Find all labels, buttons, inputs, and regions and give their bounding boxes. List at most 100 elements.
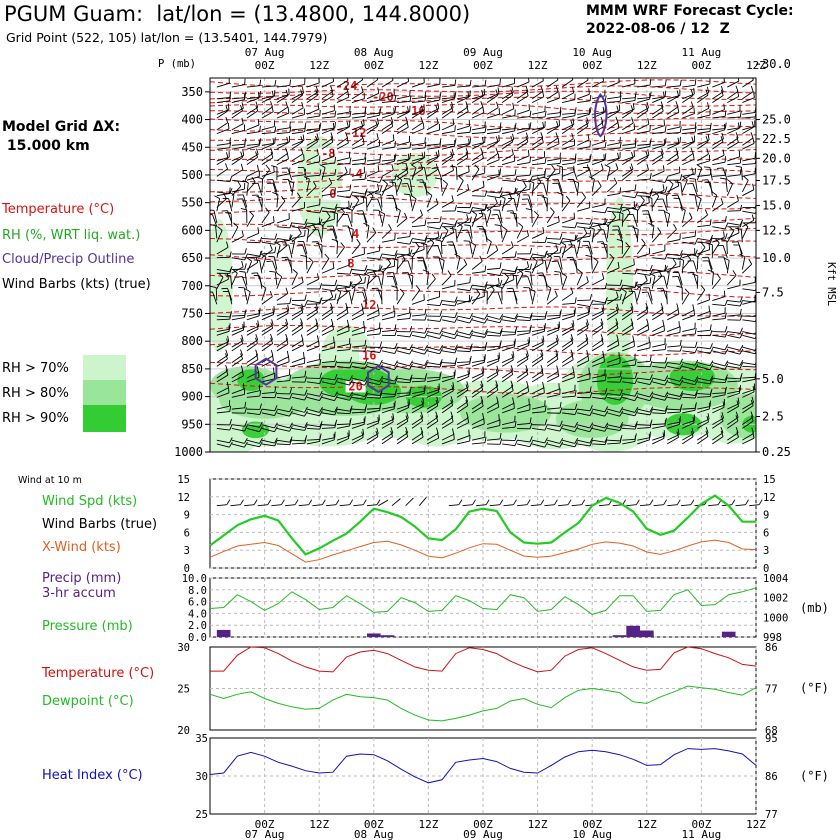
wind-barb xyxy=(216,122,228,131)
wind-barb-flag xyxy=(600,322,604,329)
wind-barb-flag xyxy=(457,222,463,227)
wind-barb xyxy=(411,432,424,441)
wind-barb-flag xyxy=(468,429,470,436)
wind-barb-flag xyxy=(495,285,502,288)
wind-barb-flag xyxy=(619,410,624,417)
wind-barb xyxy=(577,146,591,150)
wind-barb-flag xyxy=(668,179,674,185)
wind-barb xyxy=(606,323,619,332)
wind-barb xyxy=(442,96,456,100)
kft-axis-title: Kft MSL xyxy=(825,262,837,306)
wind-barb-flag xyxy=(316,335,319,342)
wind-barb-flag xyxy=(540,85,544,92)
model-grid-label: Model Grid ΔX: 15.000 km xyxy=(2,118,120,156)
wind-barb xyxy=(261,311,275,317)
date-label-top: 09 Aug xyxy=(463,46,503,59)
wind-barb xyxy=(472,195,486,197)
wind-barb xyxy=(697,299,710,305)
wind-barb-flag xyxy=(679,207,686,211)
wind-barb xyxy=(637,98,650,104)
wind-barb-flag xyxy=(499,279,503,286)
wind-barb-flag xyxy=(754,335,756,339)
wind-barb xyxy=(441,387,455,395)
wind-barb xyxy=(216,278,229,286)
wind-barb xyxy=(516,141,529,150)
wind-barb xyxy=(667,266,681,270)
wind-barb xyxy=(742,173,756,177)
wind-barb xyxy=(547,394,560,398)
wind-barb xyxy=(697,94,709,103)
wind-barb xyxy=(742,391,755,398)
wind-barb xyxy=(547,407,561,410)
wind-barb-flag xyxy=(751,214,755,221)
wind-barb-flag xyxy=(490,284,495,290)
wind-barb xyxy=(498,210,503,224)
wind-barb xyxy=(577,93,590,100)
wind-barb xyxy=(622,189,636,193)
wind-barb xyxy=(607,219,620,224)
wind-barb-flag xyxy=(244,263,247,270)
wind-barb-flag xyxy=(405,426,409,433)
wind-barb-flag xyxy=(422,397,425,404)
wind-barb xyxy=(321,128,335,135)
wind-barb-flag xyxy=(707,133,710,141)
wind-barb-flag xyxy=(377,416,380,424)
wind-barb-flag xyxy=(255,105,259,112)
wind-barb-flag xyxy=(572,180,579,184)
wind-barb xyxy=(727,156,740,162)
surface-wind-barb-flag xyxy=(240,499,244,505)
precip-tick: 0.0 xyxy=(188,632,207,644)
wind-barb xyxy=(592,374,605,379)
wind-barb-flag xyxy=(229,424,233,431)
precip-bar xyxy=(366,633,381,637)
wind-barb-flag xyxy=(409,363,413,370)
wind-barb xyxy=(456,315,470,320)
wind-barb xyxy=(381,350,395,354)
wind-barb xyxy=(712,174,726,177)
wind-barb-flag xyxy=(609,253,615,259)
wind-barb xyxy=(351,345,365,348)
wind-barb xyxy=(486,283,500,290)
wind-barb-flag xyxy=(419,181,426,184)
wind-barb xyxy=(682,127,696,131)
wind-barb xyxy=(532,330,545,336)
wind-barb-flag xyxy=(619,90,622,98)
wind-barb xyxy=(321,329,334,336)
wind-barb xyxy=(607,110,620,115)
wind-barb-flag xyxy=(499,168,502,175)
pressure-tick-label: 550 xyxy=(181,196,203,210)
wind-barb xyxy=(396,432,408,441)
wind-barb-flag xyxy=(334,391,338,398)
wind-barb-flag xyxy=(334,360,338,367)
wind-barb xyxy=(562,439,575,444)
wind-barb xyxy=(259,275,263,289)
wind-barb-flag xyxy=(617,122,620,129)
wind-barb xyxy=(697,377,711,382)
wind-barb xyxy=(501,94,514,103)
wind-barb xyxy=(246,256,260,259)
wind-barb xyxy=(261,171,275,177)
wind-barb xyxy=(562,171,575,177)
wind-barb xyxy=(456,157,469,166)
wind-barb xyxy=(396,350,410,355)
wind-barb xyxy=(696,246,706,259)
wind-barb xyxy=(677,276,683,289)
wind-barb xyxy=(516,155,530,162)
wind-barb xyxy=(697,214,708,224)
wind-barb xyxy=(411,331,425,334)
wind-barb-flag xyxy=(229,251,232,258)
wind-barb xyxy=(441,110,454,119)
wind-barb xyxy=(231,155,244,162)
wind-barb-flag xyxy=(630,163,634,170)
wind-barb xyxy=(471,293,481,305)
surface-wind-barb-flag xyxy=(253,499,258,505)
wind-barb xyxy=(471,106,484,115)
wind-barb-flag xyxy=(514,316,518,323)
wind-barb-flag xyxy=(559,437,564,444)
wind-barb xyxy=(321,193,335,197)
wind-barb xyxy=(575,260,578,274)
wind-barb-flag xyxy=(435,399,439,406)
wind-barb xyxy=(667,396,681,400)
wind-barb xyxy=(336,111,350,115)
wind-barb-flag xyxy=(619,406,624,413)
